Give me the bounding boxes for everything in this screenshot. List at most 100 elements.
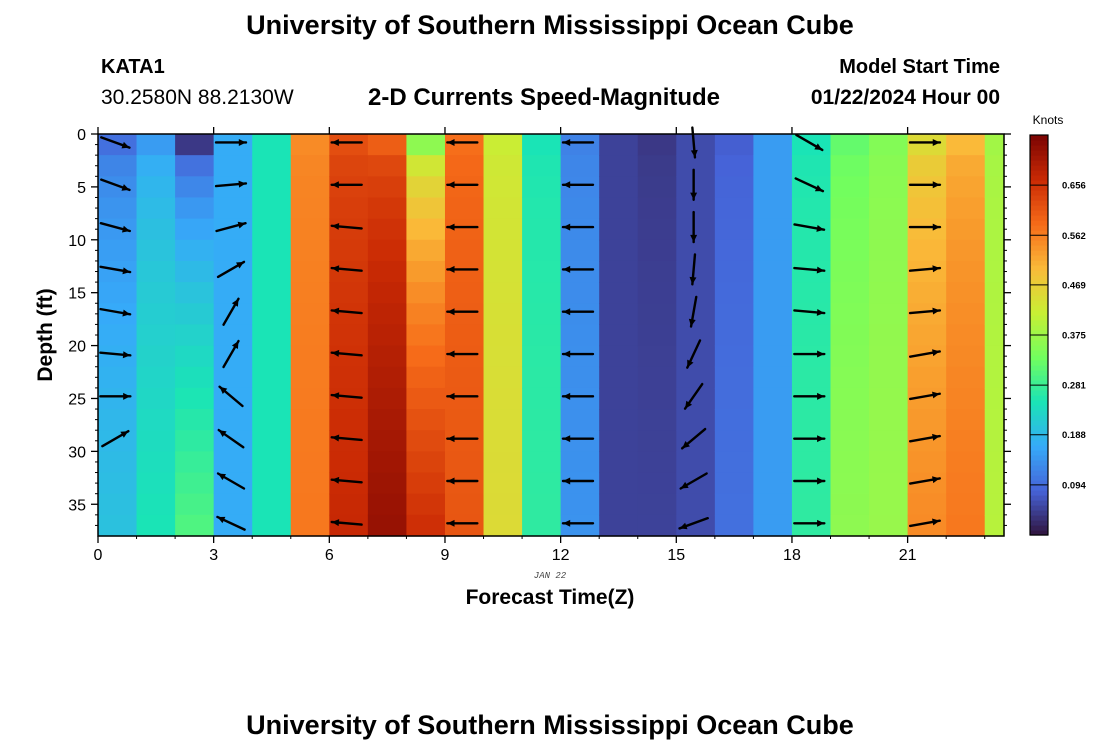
heatmap-cell [483, 197, 523, 220]
heatmap-cell [714, 134, 755, 156]
heatmap-cell [560, 303, 600, 326]
heatmap-cell [714, 239, 755, 262]
colorbar-segment [1030, 145, 1048, 151]
current-vector [679, 472, 708, 490]
heatmap-cell [136, 282, 176, 304]
heatmap-cell [329, 218, 369, 241]
current-vector [561, 350, 595, 358]
heatmap-cell [252, 218, 292, 241]
heatmap-cell [522, 472, 562, 495]
colorbar-segment [1030, 325, 1048, 331]
heatmap-cell [98, 493, 138, 516]
y-tick-label: 20 [68, 339, 86, 356]
heatmap-cell [175, 493, 215, 516]
heatmap-cell [599, 176, 639, 199]
heatmap-cell [714, 472, 755, 495]
heatmap-cell [483, 155, 523, 177]
heatmap-cell [483, 430, 523, 452]
heatmap-cell [136, 514, 176, 537]
current-vector [446, 265, 479, 273]
heatmap-cell [444, 430, 485, 452]
heatmap-cell [714, 303, 755, 326]
heatmap-cell [290, 409, 330, 431]
heatmap-cell [329, 387, 369, 410]
current-vector [330, 265, 363, 273]
heatmap-cell [175, 387, 215, 410]
heatmap-cell [714, 260, 755, 283]
colorbar-segment [1030, 305, 1048, 311]
colorbar-segment [1030, 160, 1048, 166]
heatmap-cell [483, 282, 523, 304]
heatmap-cell [98, 451, 138, 474]
heatmap-cell [213, 324, 253, 347]
heatmap-cell [599, 197, 639, 220]
current-vector [793, 477, 826, 485]
heatmap-cell [637, 282, 677, 304]
current-vector [100, 136, 131, 149]
heatmap-cell [560, 282, 600, 304]
heatmap-cell [522, 409, 562, 431]
heatmap-cell [252, 176, 292, 199]
heatmap-cell [213, 451, 253, 474]
heatmap-cell [714, 345, 755, 368]
heatmap-cell [329, 155, 369, 177]
heatmap-cell [252, 493, 292, 516]
current-vector [793, 519, 826, 527]
chart-subtitle: 2-D Currents Speed-Magnitude [368, 84, 721, 111]
heatmap-cell [175, 260, 215, 283]
heatmap-cell [676, 472, 716, 495]
current-vector [446, 308, 479, 316]
heatmap-cell [252, 282, 292, 304]
station-id: KATA1 [101, 56, 165, 78]
heatmap-cell [907, 282, 947, 304]
heatmap-cell [406, 451, 446, 474]
current-vector [561, 308, 595, 316]
heatmap-cell [791, 155, 832, 177]
current-vector [793, 223, 826, 232]
colorbar-tick-label: 0.562 [1062, 231, 1086, 242]
heatmap-cell [984, 409, 1005, 431]
heatmap-cell [714, 218, 755, 241]
heatmap-cell [329, 366, 369, 389]
heatmap-cell [946, 176, 986, 199]
heatmap-cell [213, 176, 253, 199]
heatmap-cell [98, 260, 138, 283]
heatmap-cell [946, 324, 986, 347]
heatmap-cell [637, 366, 677, 389]
colorbar-segment [1030, 240, 1048, 246]
heatmap-cell [136, 387, 176, 410]
colorbar-segment [1030, 200, 1048, 206]
heatmap-cell [136, 197, 176, 220]
heatmap-cell [522, 324, 562, 347]
heatmap-cell [329, 176, 369, 199]
heatmap-cell [329, 239, 369, 262]
heatmap-cell [290, 197, 330, 220]
date-label: JAN 22 [534, 571, 567, 581]
colorbar-segment [1030, 270, 1048, 276]
current-vector [330, 138, 363, 146]
heatmap-cell [599, 345, 639, 368]
heatmap-cell [984, 472, 1005, 495]
heatmap-cell [753, 303, 793, 326]
heatmap-cell [637, 345, 677, 368]
heatmap-cell [406, 282, 446, 304]
heatmap-cell [252, 409, 292, 431]
heatmap-cell [290, 176, 330, 199]
heatmap-cell [406, 345, 446, 368]
current-vector [793, 435, 826, 443]
heatmap-cell [290, 345, 330, 368]
heatmap-cell [907, 155, 947, 177]
heatmap-cell [175, 282, 215, 304]
heatmap-cell [946, 260, 986, 283]
heatmap-cell [213, 197, 253, 220]
current-vector [222, 297, 240, 326]
heatmap-cell [175, 472, 215, 495]
heatmap-cell [483, 366, 523, 389]
heatmap-cell [830, 366, 870, 389]
heatmap-cell [444, 155, 485, 177]
heatmap-cell [175, 514, 215, 537]
heatmap-cell [175, 176, 215, 199]
heatmap-cell [367, 451, 408, 474]
heatmap-cell [869, 134, 909, 156]
heatmap-cell [175, 345, 215, 368]
